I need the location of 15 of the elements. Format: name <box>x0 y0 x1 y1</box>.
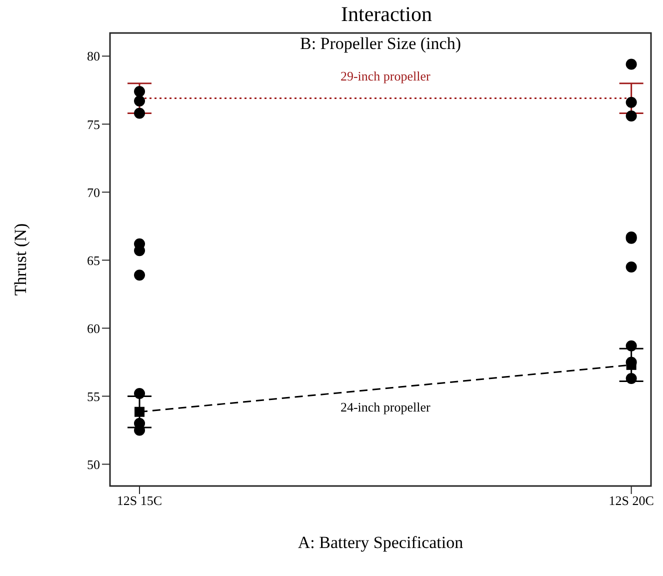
x-axis-title: A: Battery Specification <box>298 533 464 552</box>
y-tick-label: 75 <box>87 116 100 132</box>
chart-title: Interaction <box>340 2 433 27</box>
x-tick-label: 12S 20C <box>608 493 654 508</box>
x-tick-label: 12S 15C <box>116 493 162 508</box>
y-tick-label: 60 <box>87 320 100 336</box>
y-tick-label: 80 <box>87 48 100 64</box>
y-axis-title: Thrust (N) <box>11 223 30 296</box>
legend-title: B: Propeller Size (inch) <box>300 34 461 54</box>
y-tick-label: 70 <box>87 184 100 200</box>
y-tick-label: 55 <box>87 388 100 404</box>
series-label: 29-inch propeller <box>340 68 432 84</box>
y-tick-label: 65 <box>87 252 100 268</box>
series-label: 24-inch propeller <box>340 400 432 415</box>
y-tick-label: 50 <box>87 456 100 472</box>
